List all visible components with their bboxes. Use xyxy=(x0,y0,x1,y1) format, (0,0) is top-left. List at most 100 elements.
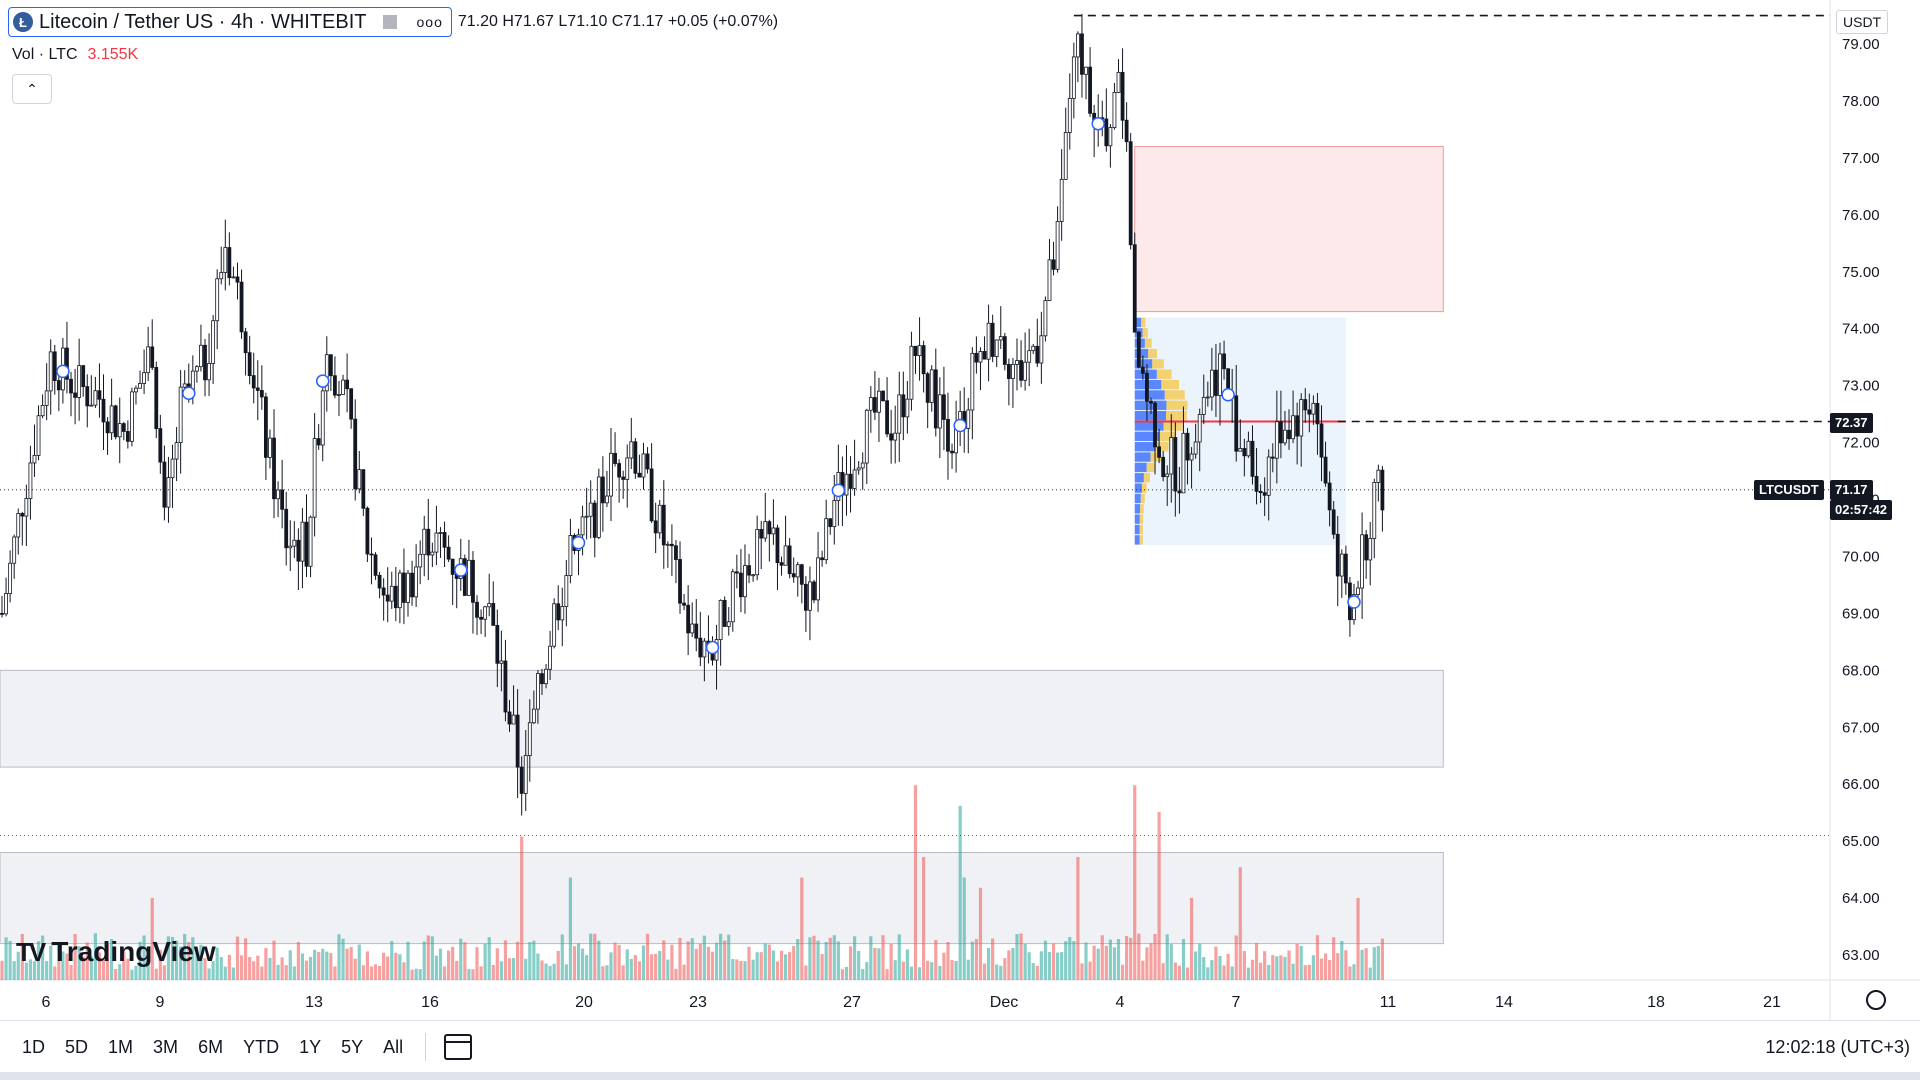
candle-down[interactable] xyxy=(1327,482,1332,511)
candle-up[interactable] xyxy=(117,423,122,438)
candle-up[interactable] xyxy=(389,585,394,602)
event-marker[interactable] xyxy=(1091,116,1105,131)
candle-up[interactable] xyxy=(665,543,670,546)
candle-down[interactable] xyxy=(1331,509,1336,535)
candle-up[interactable] xyxy=(1218,353,1222,396)
calendar-icon[interactable] xyxy=(444,1034,473,1060)
candle-up[interactable] xyxy=(16,513,21,538)
candle-up[interactable] xyxy=(864,409,869,464)
candle-up[interactable] xyxy=(288,545,293,549)
candle-up[interactable] xyxy=(523,755,528,794)
candle-down[interactable] xyxy=(1364,534,1369,561)
candle-up[interactable] xyxy=(1205,396,1210,399)
candle-up[interactable] xyxy=(584,515,589,518)
candle-down[interactable] xyxy=(365,507,370,555)
candle-down[interactable] xyxy=(698,637,703,658)
candle-up[interactable] xyxy=(4,593,8,615)
candle-up[interactable] xyxy=(730,571,735,623)
candle-up[interactable] xyxy=(199,344,203,368)
candle-up[interactable] xyxy=(1015,360,1019,365)
candle-down[interactable] xyxy=(385,594,390,602)
collapse-legend-button[interactable]: ⌃ xyxy=(12,74,52,104)
candle-up[interactable] xyxy=(917,345,922,357)
candle-down[interactable] xyxy=(491,603,496,626)
candle-down[interactable] xyxy=(81,365,86,388)
candle-up[interactable] xyxy=(763,521,768,539)
candle-down[interactable] xyxy=(1149,400,1153,404)
candle-down[interactable] xyxy=(921,345,926,375)
candle-up[interactable] xyxy=(1108,127,1113,147)
candle-up[interactable] xyxy=(1055,221,1060,270)
event-marker[interactable] xyxy=(315,374,330,388)
candle-down[interactable] xyxy=(881,390,885,402)
candle-down[interactable] xyxy=(442,532,447,548)
candle-up[interactable] xyxy=(1372,482,1377,539)
candle-up[interactable] xyxy=(276,489,280,500)
candle-up[interactable] xyxy=(1181,432,1186,494)
candle-up[interactable] xyxy=(231,276,236,279)
candle-down[interactable] xyxy=(828,518,833,528)
candle-down[interactable] xyxy=(1136,331,1141,368)
candle-down[interactable] xyxy=(1019,360,1023,381)
candle-down[interactable] xyxy=(450,558,455,575)
candle-down[interactable] xyxy=(52,351,57,381)
candle-down[interactable] xyxy=(1120,71,1125,121)
more-icon[interactable]: ooo xyxy=(416,14,443,30)
candle-down[interactable] xyxy=(1279,421,1283,444)
candle-down[interactable] xyxy=(592,502,597,538)
candle-up[interactable] xyxy=(207,363,211,381)
candle-up[interactable] xyxy=(609,452,613,497)
candle-down[interactable] xyxy=(507,711,512,725)
candle-down[interactable] xyxy=(1140,366,1145,374)
candle-up[interactable] xyxy=(337,394,341,396)
candle-up[interactable] xyxy=(341,379,345,395)
candle-up[interactable] xyxy=(751,574,755,577)
candle-down[interactable] xyxy=(1234,395,1239,452)
candle-down[interactable] xyxy=(410,572,414,598)
candle-up[interactable] xyxy=(1193,441,1198,455)
candle-up[interactable] xyxy=(986,322,991,360)
candle-up[interactable] xyxy=(1063,132,1068,180)
candle-down[interactable] xyxy=(1242,448,1247,457)
candle-down[interactable] xyxy=(848,473,853,489)
candle-down[interactable] xyxy=(1307,409,1312,415)
candle-down[interactable] xyxy=(1303,399,1308,411)
candle-down[interactable] xyxy=(775,527,780,564)
candle-up[interactable] xyxy=(32,454,37,464)
candle-down[interactable] xyxy=(402,572,406,603)
candle-down[interactable] xyxy=(1315,402,1320,425)
candle-up[interactable] xyxy=(629,441,634,459)
range-ytd[interactable]: YTD xyxy=(243,1036,280,1057)
candle-up[interactable] xyxy=(970,352,975,411)
candle-up[interactable] xyxy=(1084,66,1088,75)
candle-up[interactable] xyxy=(178,386,183,444)
candle-down[interactable] xyxy=(125,431,130,442)
candle-up[interactable] xyxy=(1246,440,1251,457)
candle-up[interactable] xyxy=(1356,587,1360,595)
candle-up[interactable] xyxy=(1266,456,1271,496)
candle-down[interactable] xyxy=(1380,469,1385,511)
candle-up[interactable] xyxy=(89,404,94,407)
candle-up[interactable] xyxy=(548,645,552,670)
candle-down[interactable] xyxy=(1153,402,1157,448)
candle-up[interactable] xyxy=(93,390,98,406)
candle-up[interactable] xyxy=(312,438,317,518)
tradingview-logo[interactable]: TV TradingView xyxy=(16,936,216,968)
candle-up[interactable] xyxy=(438,532,443,534)
range-3m[interactable]: 3M xyxy=(153,1036,179,1057)
candle-up[interactable] xyxy=(755,529,760,576)
event-marker[interactable] xyxy=(56,364,70,379)
candle-down[interactable] xyxy=(1222,353,1226,370)
zone-support-2[interactable] xyxy=(0,852,1444,945)
candle-down[interactable] xyxy=(243,331,248,354)
candle-up[interactable] xyxy=(994,339,999,357)
candle-down[interactable] xyxy=(105,421,110,434)
candle-up[interactable] xyxy=(877,390,881,413)
candle-up[interactable] xyxy=(605,495,609,504)
candle-up[interactable] xyxy=(12,536,17,564)
candle-down[interactable] xyxy=(272,437,276,500)
candle-down[interactable] xyxy=(982,351,987,360)
candle-down[interactable] xyxy=(353,418,358,490)
candle-up[interactable] xyxy=(544,668,548,685)
candle-down[interactable] xyxy=(1088,66,1092,114)
